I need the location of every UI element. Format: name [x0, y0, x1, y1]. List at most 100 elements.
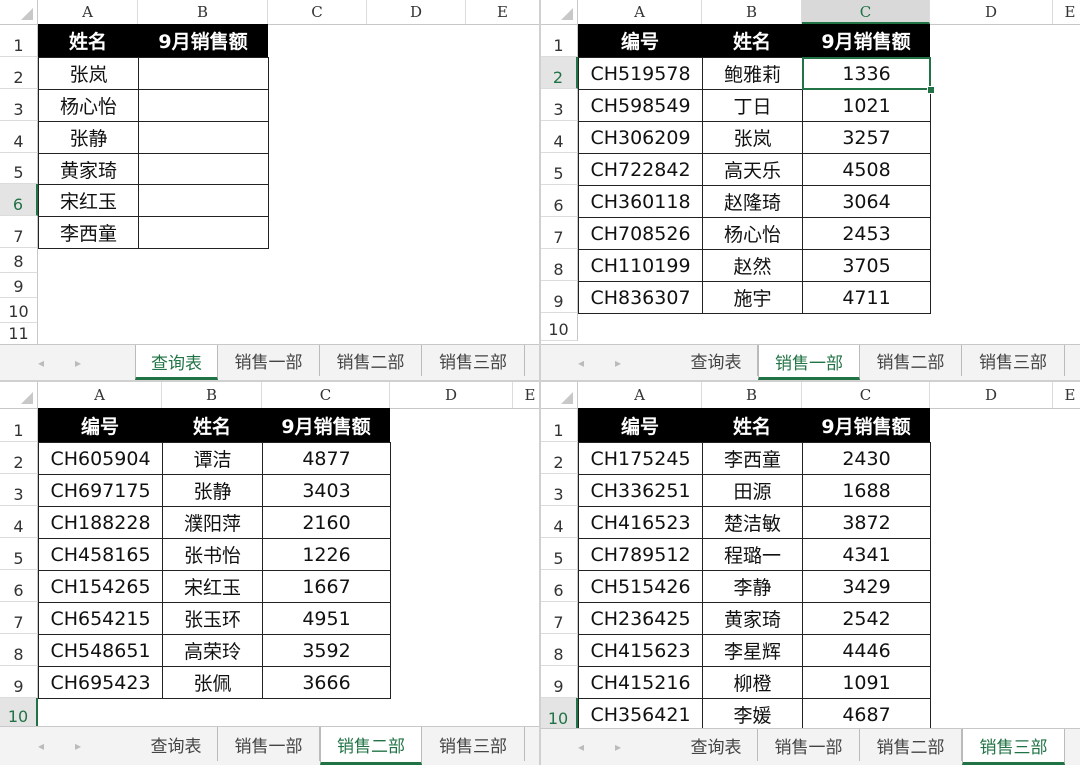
table-cell[interactable]: CH695423: [38, 666, 163, 699]
row-header-11[interactable]: 11: [0, 323, 38, 345]
table-cell[interactable]: 谭洁: [162, 442, 263, 475]
table-cell[interactable]: 3705: [802, 249, 931, 282]
table-cell[interactable]: CH722842: [578, 153, 703, 186]
table-cell[interactable]: 4508: [802, 153, 931, 186]
column-header-A[interactable]: A: [578, 382, 702, 408]
sheet-tab-1[interactable]: 查询表: [135, 727, 218, 761]
column-header-E[interactable]: E: [1053, 382, 1080, 408]
table-cell[interactable]: [138, 216, 269, 249]
sheet-tab-3[interactable]: 销售二部: [320, 727, 422, 765]
sheet-tab-2[interactable]: 销售一部: [218, 345, 320, 376]
row-header-6[interactable]: 6: [0, 184, 38, 216]
table-cell[interactable]: 李西童: [702, 442, 803, 475]
row-header-8[interactable]: 8: [540, 249, 578, 281]
column-header-C[interactable]: C: [262, 382, 390, 408]
sheet-tab-3[interactable]: 销售二部: [860, 345, 962, 376]
table-cell[interactable]: 柳橙: [702, 666, 803, 699]
table-cell[interactable]: CH110199: [578, 249, 703, 282]
sheet-tab-4[interactable]: 销售三部: [962, 729, 1065, 765]
row-header-9[interactable]: 9: [540, 666, 578, 698]
row-header-2[interactable]: 2: [0, 57, 38, 89]
table-cell[interactable]: CH605904: [38, 442, 163, 475]
table-header-cell[interactable]: 编号: [578, 408, 702, 442]
row-header-8[interactable]: 8: [540, 634, 578, 666]
row-header-7[interactable]: 7: [0, 602, 38, 634]
table-cell[interactable]: 3429: [802, 570, 931, 603]
table-header-cell[interactable]: 编号: [38, 408, 162, 442]
row-header-9[interactable]: 9: [0, 666, 38, 698]
row-header-3[interactable]: 3: [0, 474, 38, 506]
table-header-cell[interactable]: 姓名: [702, 24, 802, 57]
sheet-tab-4[interactable]: 销售三部: [422, 345, 525, 376]
table-cell[interactable]: 3592: [262, 634, 391, 667]
table-cell[interactable]: CH789512: [578, 538, 703, 571]
table-cell[interactable]: 1021: [802, 89, 931, 122]
table-header-cell[interactable]: 编号: [578, 24, 702, 57]
table-cell[interactable]: [138, 184, 269, 217]
sheet-tab-1[interactable]: 查询表: [675, 729, 758, 761]
column-header-C[interactable]: C: [802, 382, 930, 408]
row-header-6[interactable]: 6: [540, 570, 578, 602]
chevron-left-icon[interactable]: ◂: [578, 740, 585, 754]
table-cell[interactable]: 赵隆琦: [702, 185, 803, 218]
table-cell[interactable]: CH598549: [578, 89, 703, 122]
column-header-E[interactable]: E: [1053, 0, 1080, 24]
row-header-2[interactable]: 2: [0, 442, 38, 474]
table-cell[interactable]: CH188228: [38, 506, 163, 539]
table-cell[interactable]: 李星辉: [702, 634, 803, 667]
column-header-B[interactable]: B: [138, 0, 268, 24]
table-cell[interactable]: CH697175: [38, 474, 163, 507]
table-header-cell[interactable]: 9月销售额: [262, 408, 390, 442]
table-cell[interactable]: 3872: [802, 506, 931, 539]
row-header-5[interactable]: 5: [540, 538, 578, 570]
table-cell[interactable]: 4877: [262, 442, 391, 475]
table-cell[interactable]: 黄家琦: [38, 153, 139, 185]
row-header-9[interactable]: 9: [540, 281, 578, 313]
column-header-B[interactable]: B: [702, 0, 802, 24]
table-cell[interactable]: 1226: [262, 538, 391, 571]
column-header-A[interactable]: A: [38, 0, 138, 24]
row-header-5[interactable]: 5: [0, 153, 38, 184]
table-cell[interactable]: 黄家琦: [702, 602, 803, 635]
table-cell[interactable]: 4951: [262, 602, 391, 635]
select-all-button[interactable]: [0, 0, 38, 24]
row-header-10[interactable]: 10: [0, 298, 38, 323]
table-cell[interactable]: 张岚: [702, 121, 803, 154]
table-cell[interactable]: 高荣玲: [162, 634, 263, 667]
table-cell[interactable]: 濮阳萍: [162, 506, 263, 539]
table-cell[interactable]: 张静: [162, 474, 263, 507]
table-cell[interactable]: 2453: [802, 217, 931, 250]
sheet-tab-4[interactable]: 销售三部: [422, 727, 525, 761]
row-header-7[interactable]: 7: [0, 216, 38, 248]
table-header-cell[interactable]: 姓名: [38, 24, 138, 57]
row-header-4[interactable]: 4: [540, 121, 578, 153]
row-header-1[interactable]: 1: [540, 24, 578, 57]
table-cell[interactable]: 程璐一: [702, 538, 803, 571]
row-header-8[interactable]: 8: [0, 248, 38, 273]
row-header-10[interactable]: 10: [540, 698, 578, 730]
table-cell[interactable]: CH415216: [578, 666, 703, 699]
table-cell[interactable]: 高天乐: [702, 153, 803, 186]
table-cell[interactable]: CH416523: [578, 506, 703, 539]
sheet-tab-2[interactable]: 销售一部: [218, 727, 320, 761]
row-header-3[interactable]: 3: [0, 89, 38, 121]
table-cell[interactable]: CH458165: [38, 538, 163, 571]
table-cell[interactable]: CH519578: [578, 57, 703, 90]
chevron-left-icon[interactable]: ◂: [38, 355, 45, 370]
table-cell[interactable]: 张静: [38, 121, 139, 154]
column-header-A[interactable]: A: [38, 382, 162, 408]
table-cell[interactable]: 2430: [802, 442, 931, 475]
row-header-10[interactable]: 10: [0, 698, 38, 728]
chevron-right-icon[interactable]: ▸: [75, 739, 82, 753]
row-header-10[interactable]: 10: [540, 313, 578, 341]
table-cell[interactable]: 1688: [802, 474, 931, 507]
row-header-5[interactable]: 5: [0, 538, 38, 570]
table-header-cell[interactable]: 姓名: [702, 408, 802, 442]
table-cell[interactable]: 李西童: [38, 216, 139, 249]
table-cell[interactable]: CH360118: [578, 185, 703, 218]
table-cell[interactable]: 张玉环: [162, 602, 263, 635]
row-header-7[interactable]: 7: [540, 602, 578, 634]
table-cell[interactable]: CH236425: [578, 602, 703, 635]
table-cell[interactable]: 2160: [262, 506, 391, 539]
table-cell[interactable]: 李静: [702, 570, 803, 603]
